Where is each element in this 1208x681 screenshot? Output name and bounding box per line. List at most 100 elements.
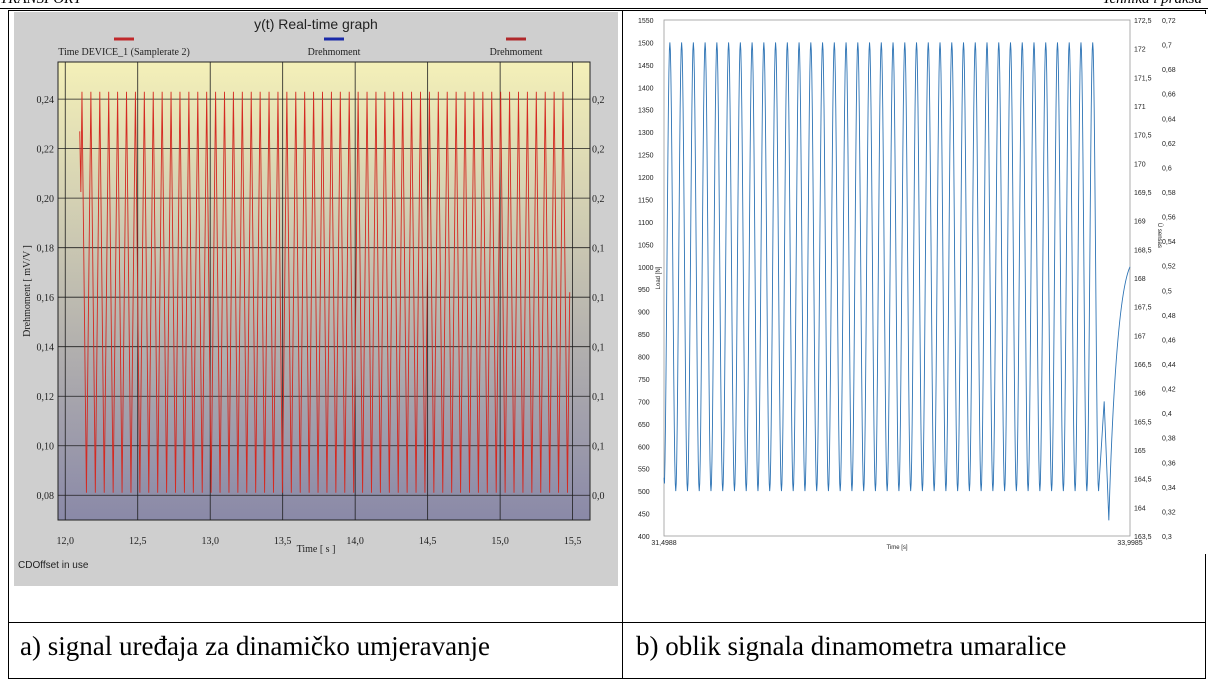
chart-b-right-tick-label-1: 172,5 <box>1134 18 1152 25</box>
chart-a-title: y(t) Real-time graph <box>254 16 378 32</box>
chart-b-y-tick-label: 850 <box>638 332 650 339</box>
chart-b-right-tick-label-2: 0,52 <box>1162 264 1176 271</box>
chart-a-x-tick-label: 12,0 <box>56 536 74 547</box>
chart-b-y-tick-label: 450 <box>638 512 650 519</box>
chart-b-right-tick-label-2: 0,68 <box>1162 67 1176 74</box>
chart-b-right-tick-label-2: 0,32 <box>1162 509 1176 516</box>
chart-a-right-tick-label: 0,1 <box>592 244 605 255</box>
chart-a-y-tick-label: 0,14 <box>37 343 55 354</box>
chart-b-right-tick-label-1: 163,5 <box>1134 534 1152 541</box>
chart-b-right-tick-label-1: 165,5 <box>1134 419 1152 426</box>
chart-b-y-tick-label: 1250 <box>638 153 654 160</box>
chart-b-right-tick-label-2: 0,44 <box>1162 362 1176 369</box>
chart-b-right-tick-label-1: 170,5 <box>1134 133 1152 140</box>
chart-b-right-tick-label-2: 0,56 <box>1162 215 1176 222</box>
chart-b-dynamometer: 400 450 500 550 600 650 700 750 800 850 900 950 1000… <box>630 14 1206 554</box>
chart-b-x-tick-label: 31,4988 <box>651 540 676 547</box>
chart-a-legend-label: Drehmoment <box>308 47 361 58</box>
chart-b-right-tick-label-1: 169,5 <box>1134 190 1152 197</box>
caption-a: a) signal uređaja za dinamičko umjeravan… <box>20 631 491 661</box>
chart-b-right-tick-label-1: 164,5 <box>1134 477 1152 484</box>
chart-b-y-tick-label: 550 <box>638 467 650 474</box>
chart-a-right-tick-label: 0,2 <box>592 145 605 156</box>
table-row-divider <box>8 622 1206 623</box>
chart-a-x-label: Time [ s ] <box>297 544 336 555</box>
chart-a-y-tick-label: 0,12 <box>37 392 55 403</box>
chart-b-right-tick-label-2: 0,46 <box>1162 337 1176 344</box>
chart-a-right-tick-label: 0,1 <box>592 392 605 403</box>
chart-a-y-label: Drehmoment [ mV/V ] <box>22 245 33 337</box>
chart-b-y-tick-label: 1050 <box>638 242 654 249</box>
chart-a-footer-note: CDOffset in use <box>18 560 89 571</box>
chart-b-y-tick-label: 1500 <box>638 40 654 47</box>
chart-b-y-tick-label: 950 <box>638 287 650 294</box>
chart-b-right-tick-label-1: 172 <box>1134 47 1146 54</box>
chart-b-right-tick-label-2: 0,38 <box>1162 436 1176 443</box>
chart-b-right-tick-label-2: 0,66 <box>1162 92 1176 99</box>
chart-a-x-tick-label: 14,0 <box>346 536 364 547</box>
header-rule <box>0 8 1208 9</box>
chart-a-right-tick-label: 0,2 <box>592 194 605 205</box>
chart-b-series-line <box>663 42 1131 521</box>
chart-a-y-tick-label: 0,20 <box>37 194 55 205</box>
chart-b-y-tick-label: 800 <box>638 355 650 362</box>
header-fragment-left: TRANSPORT <box>0 0 82 8</box>
chart-a-right-tick-label: 0,1 <box>592 442 605 453</box>
table-column-divider <box>622 10 623 679</box>
chart-b-y-tick-label: 700 <box>638 399 650 406</box>
chart-a-right-tick-label: 0,2 <box>592 95 605 106</box>
chart-b-right-tick-label-1: 171 <box>1134 104 1146 111</box>
chart-b-right-tick-label-1: 170 <box>1134 161 1146 168</box>
chart-b-y-tick-label: 900 <box>638 310 650 317</box>
chart-a-y-tick-label: 0,18 <box>37 244 55 255</box>
chart-b-right-tick-label-1: 164 <box>1134 505 1146 512</box>
chart-b-plot-frame <box>663 19 1131 537</box>
chart-b-right-tick-label-1: 166 <box>1134 391 1146 398</box>
chart-b-y-tick-label: 400 <box>638 534 650 541</box>
chart-b-right-tick-label-1: 169 <box>1134 219 1146 226</box>
chart-b-right-tick-label-2: 0,58 <box>1162 190 1176 197</box>
chart-a-right-tick-label: 0,0 <box>592 491 605 502</box>
chart-a-x-tick-label: 15,5 <box>564 536 582 547</box>
chart-b-y-tick-label: 1100 <box>638 220 653 227</box>
chart-b-right-axis-label: Ü sensas <box>1156 223 1163 248</box>
chart-b-right-tick-label-2: 0,4 <box>1162 411 1172 418</box>
chart-b-right-tick-label-1: 171,5 <box>1134 75 1152 82</box>
chart-b-y-tick-label: 1200 <box>638 175 654 182</box>
chart-b-right-tick-label-2: 0,62 <box>1162 141 1176 148</box>
chart-b-right-tick-label-2: 0,48 <box>1162 313 1176 320</box>
chart-a-y-tick-label: 0,16 <box>37 293 55 304</box>
chart-b-right-tick-label-1: 166,5 <box>1134 362 1152 369</box>
chart-b-y-tick-label: 1150 <box>638 197 653 204</box>
caption-b: b) oblik signala dinamometra umaralice <box>636 631 1067 661</box>
header-fragment-right: Tehnika i praksa <box>1103 0 1202 8</box>
chart-b-y-tick-label: 600 <box>638 444 650 451</box>
chart-b-right-tick-label-2: 0,5 <box>1162 288 1172 295</box>
chart-b-right-tick-label-2: 0,72 <box>1162 18 1176 25</box>
chart-b-right-tick-label-2: 0,36 <box>1162 460 1176 467</box>
chart-b-x-label: Time [s] <box>886 545 907 551</box>
chart-b-right-tick-label-1: 167 <box>1134 333 1146 340</box>
chart-b-right-tick-label-2: 0,42 <box>1162 387 1176 394</box>
chart-b-right-tick-label-2: 0,7 <box>1162 43 1172 50</box>
chart-b-y-tick-label: 1450 <box>638 63 654 70</box>
chart-b-right-tick-label-2: 0,6 <box>1162 165 1172 172</box>
chart-a-x-tick-label: 14,5 <box>419 536 437 547</box>
chart-b-y-tick-label: 1400 <box>638 85 654 92</box>
chart-a-right-tick-label: 0,1 <box>592 343 605 354</box>
chart-b-right-tick-label-2: 0,3 <box>1162 534 1172 541</box>
chart-b-y-tick-label: 500 <box>638 489 650 496</box>
chart-a-legend-label: Time DEVICE_1 (Samplerate 2) <box>58 47 190 58</box>
chart-a-y-tick-label: 0,22 <box>37 145 55 156</box>
chart-b-y-label: Load [N] <box>656 266 662 289</box>
chart-b-right-tick-label-2: 0,54 <box>1162 239 1176 246</box>
chart-b-y-tick-label: 1350 <box>638 108 654 115</box>
chart-a-y-tick-label: 0,10 <box>37 442 55 453</box>
chart-a-y-tick-label: 0,24 <box>37 95 55 106</box>
chart-b-y-tick-label: 750 <box>638 377 650 384</box>
chart-b-right-tick-label-1: 167,5 <box>1134 305 1152 312</box>
chart-a-y-tick-label: 0,08 <box>37 491 55 502</box>
chart-a-realtime-graph: y(t) Real-time graph Time DEVICE_1 (Sampl… <box>14 12 618 586</box>
chart-b-y-tick-label: 1300 <box>638 130 654 137</box>
chart-b-right-tick-label-1: 168,5 <box>1134 247 1152 254</box>
